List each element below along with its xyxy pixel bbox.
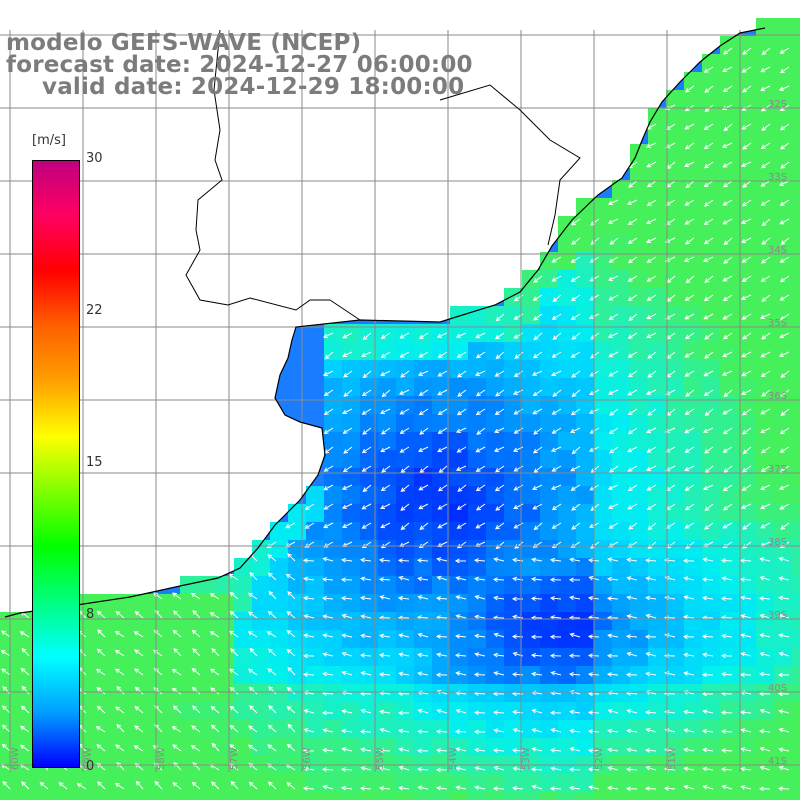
lat-label: 36S [768,391,787,402]
axis-labels: 32S 33S 34S 35S 36S 37S 38S 39S 40S 41S 60W 59W 58W 5… [10,99,787,770]
lon-label: 58W [156,747,167,770]
lon-label: 57W [229,747,240,770]
lat-label: 38S [768,537,787,548]
lat-label: 32S [768,99,787,110]
forecast-date: forecast date: 2024-12-27 06:00:00 [6,52,473,78]
lon-label: 52W [594,747,605,770]
colorbar-tick-22: 22 [86,303,103,318]
wind-speed-field [0,18,800,800]
colorbar-tick-8: 8 [86,607,95,622]
lat-lon-grid [0,30,800,772]
lon-label: 60W [10,747,21,770]
coastline [4,27,766,618]
wind-arrows [0,47,790,792]
colorbar [32,160,80,768]
colorbar-unit: [m/s] [32,133,66,148]
colorbar-tick-0: 0 [86,759,95,774]
lon-label: 56W [302,747,313,770]
lat-label: 37S [768,464,787,475]
lat-label: 40S [768,683,787,694]
lat-label: 41S [768,756,787,767]
lat-label: 39S [768,610,787,621]
lon-label: 59W [83,747,94,770]
lon-label: 55W [375,747,386,770]
lat-label: 35S [768,318,787,329]
lat-label: 33S [768,172,787,183]
colorbar-tick-15: 15 [86,455,103,470]
river-border [185,29,330,311]
lat-label: 34S [768,245,787,256]
lon-label: 53W [521,747,532,770]
colorbar-tick-30: 30 [86,151,103,166]
lon-label: 54W [448,747,459,770]
lon-label: 51W [667,747,678,770]
model-title: modelo GEFS-WAVE (NCEP) [6,30,362,56]
valid-date: valid date: 2024-12-29 18:00:00 [42,74,465,100]
country-border [329,84,581,321]
